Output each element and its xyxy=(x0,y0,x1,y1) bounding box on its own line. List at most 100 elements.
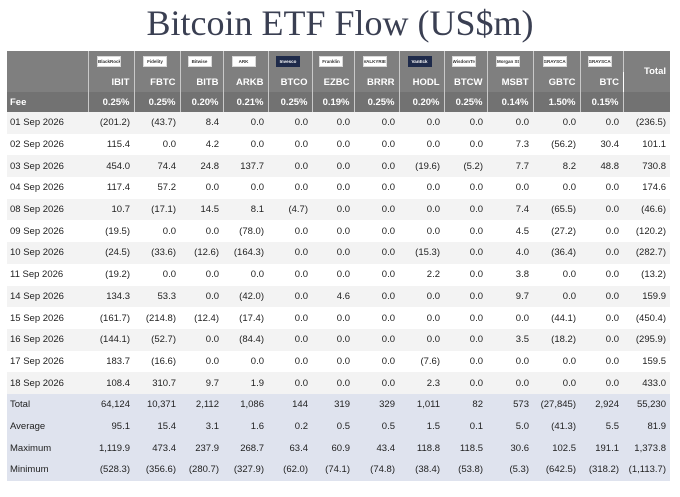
summary-label: Minimum xyxy=(7,459,88,481)
summary-cell: (356.6) xyxy=(134,459,180,481)
fee-cell: 0.25% xyxy=(134,92,181,112)
flow-cell: (42.0) xyxy=(223,285,268,308)
flow-cell: 7.3 xyxy=(487,133,533,156)
summary-cell: 5.5 xyxy=(580,415,623,438)
row-total-cell: 159.9 xyxy=(623,285,670,308)
flow-cell: 0.0 xyxy=(444,177,487,199)
flow-cell: (16.6) xyxy=(134,350,180,373)
flow-cell: 0.0 xyxy=(354,112,399,134)
flow-cell: 0.0 xyxy=(399,112,444,134)
flow-cell: 0.0 xyxy=(444,350,487,373)
flow-cell: (5.2) xyxy=(444,155,487,178)
fee-cell: 0.25% xyxy=(354,92,400,112)
flow-cell: 0.0 xyxy=(223,133,268,156)
flow-cell: 0.0 xyxy=(312,133,354,156)
row-total-cell: 159.5 xyxy=(623,350,670,373)
flow-cell: 0.0 xyxy=(580,285,623,308)
flow-cell: 0.0 xyxy=(180,263,223,286)
flow-cell: 0.0 xyxy=(399,198,444,221)
flow-cell: 0.0 xyxy=(399,177,444,199)
summary-cell: 237.9 xyxy=(180,437,223,459)
logo-cell: ARK xyxy=(223,51,269,72)
flow-cell: 24.8 xyxy=(180,155,223,178)
flow-cell: 0.0 xyxy=(180,285,223,308)
summary-cell: 15.4 xyxy=(134,415,180,438)
flow-cell: 2.3 xyxy=(399,372,444,394)
table-row: 04 Sep 2026 117.4 57.2 0.0 0.0 0.0 0.0 0.0 0.0 0.… xyxy=(7,177,670,199)
summary-cell: 1.6 xyxy=(223,415,268,438)
flow-cell: (17.1) xyxy=(134,198,180,221)
summary-cell: 329 xyxy=(354,393,399,416)
etf-flow-table: BlackRock Fidelity Bitwise ARK Invesco Frankl… xyxy=(7,51,670,481)
summary-cell: 5.0 xyxy=(487,415,533,438)
flow-cell: 0.0 xyxy=(354,242,399,264)
flow-cell: 53.3 xyxy=(134,285,180,308)
date-cell: 09 Sep 2026 xyxy=(7,220,88,243)
row-total-cell: (13.2) xyxy=(623,263,670,286)
ticker-brrr: BRRR xyxy=(354,72,400,92)
date-cell: 10 Sep 2026 xyxy=(7,242,88,264)
table-row: 16 Sep 2026 (144.1) (52.7) 0.0 (84.4) 0.0 0.0 0… xyxy=(7,328,670,351)
summary-total-cell: 81.9 xyxy=(623,415,670,438)
flow-cell: 0.0 xyxy=(399,328,444,351)
flow-cell: (56.2) xyxy=(533,133,580,156)
flow-cell: 0.0 xyxy=(580,220,623,243)
summary-cell: 1,011 xyxy=(399,393,444,416)
row-total-cell: (236.5) xyxy=(623,112,670,134)
flow-cell: 0.0 xyxy=(354,307,399,329)
flow-cell: 0.0 xyxy=(180,177,223,199)
flow-cell: 0.0 xyxy=(268,242,312,264)
flow-cell: 0.0 xyxy=(444,372,487,394)
summary-cell: 60.9 xyxy=(312,437,354,459)
summary-cell: (318.2) xyxy=(580,459,623,481)
flow-cell: 14.5 xyxy=(180,198,223,221)
flow-cell: 0.0 xyxy=(487,307,533,329)
summary-row-maximum: Maximum 1,119.9 473.4 237.9 268.7 63.4 60.9 43.… xyxy=(7,437,670,459)
date-cell: 01 Sep 2026 xyxy=(7,112,88,134)
date-cell: 04 Sep 2026 xyxy=(7,177,88,199)
issuer-logo-bitb: Bitwise xyxy=(187,55,212,67)
row-total-cell: (282.7) xyxy=(623,242,670,264)
flow-cell: 0.0 xyxy=(268,263,312,286)
summary-cell: 2,924 xyxy=(580,393,623,416)
flow-cell: 0.0 xyxy=(312,220,354,243)
summary-total-cell: (1,113.7) xyxy=(623,459,670,481)
total-header: Total xyxy=(623,51,670,92)
ticker-msbt: MSBT xyxy=(487,72,534,92)
table-row: 15 Sep 2026 (161.7) (214.8) (12.4) (17.4) 0.0… xyxy=(7,307,670,329)
flow-cell: 0.0 xyxy=(354,350,399,373)
summary-cell: 118.8 xyxy=(399,437,444,459)
flow-cell: 0.0 xyxy=(268,285,312,308)
flow-cell: (15.3) xyxy=(399,242,444,264)
flow-cell: 4.5 xyxy=(487,220,533,243)
table-row: 17 Sep 2026 183.7 (16.6) 0.0 0.0 0.0 0.0 0.0 (7.… xyxy=(7,350,670,373)
flow-cell: 0.0 xyxy=(444,285,487,308)
summary-cell: 118.5 xyxy=(444,437,487,459)
ticker-ibit: IBIT xyxy=(88,72,135,92)
flow-cell: 108.4 xyxy=(88,372,134,394)
issuer-logo-arkb: ARK xyxy=(231,55,256,67)
flow-cell: 0.0 xyxy=(487,372,533,394)
logo-cell: GRAYSCALE xyxy=(533,51,581,72)
flow-cell: (18.2) xyxy=(533,328,580,351)
summary-cell: 43.4 xyxy=(354,437,399,459)
fee-row: Fee 0.25% 0.25% 0.20% 0.21% 0.25% 0.19% 0.25% 0.… xyxy=(7,92,670,112)
summary-cell: (41.3) xyxy=(533,415,580,438)
flow-cell: 9.7 xyxy=(180,372,223,394)
ticker-gbtc: GBTC xyxy=(533,72,581,92)
date-cell: 03 Sep 2026 xyxy=(7,155,88,178)
flow-cell: 0.0 xyxy=(268,155,312,178)
summary-cell: 1,119.9 xyxy=(88,437,134,459)
logo-cell: Franklin xyxy=(312,51,355,72)
summary-cell: 144 xyxy=(268,393,312,416)
flow-cell: 0.0 xyxy=(312,328,354,351)
summary-cell: 3.1 xyxy=(180,415,223,438)
flow-cell: 8.1 xyxy=(223,198,268,221)
flow-cell: 0.0 xyxy=(444,112,487,134)
flow-cell: 0.0 xyxy=(444,263,487,286)
flow-cell: 7.4 xyxy=(487,198,533,221)
summary-cell: 0.5 xyxy=(312,415,354,438)
flow-cell: (144.1) xyxy=(88,328,134,351)
flow-cell: 0.0 xyxy=(354,285,399,308)
flow-cell: 0.0 xyxy=(487,112,533,134)
